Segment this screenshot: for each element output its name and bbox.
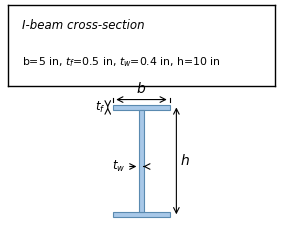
Bar	[113, 105, 170, 110]
Text: b=5 in, $t_f$=0.5 in, $t_w$=0.4 in, h=10 in: b=5 in, $t_f$=0.5 in, $t_w$=0.4 in, h=10…	[22, 55, 221, 69]
Bar	[139, 110, 144, 212]
Text: $h$: $h$	[179, 153, 189, 168]
Text: $t_f$: $t_f$	[95, 100, 106, 115]
Text: I-beam cross-section: I-beam cross-section	[22, 19, 144, 32]
Text: $b$: $b$	[136, 81, 147, 97]
Bar	[113, 212, 170, 217]
Text: $t_w$: $t_w$	[112, 159, 126, 174]
